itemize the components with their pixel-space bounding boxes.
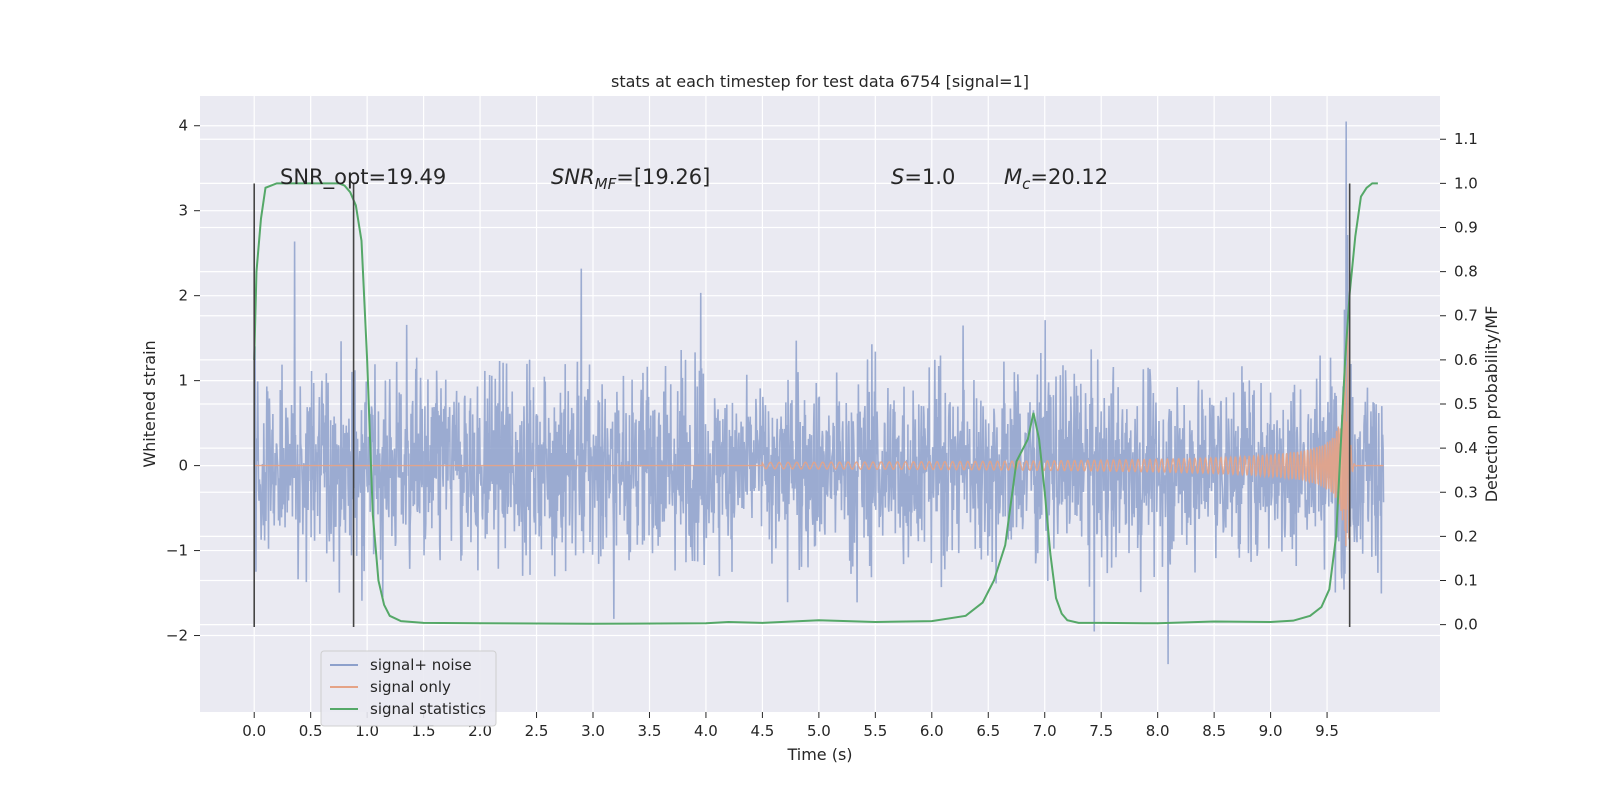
y2-tick-label: 0.1 [1454, 572, 1478, 590]
x-tick-label: 4.0 [694, 722, 718, 740]
x-tick-label: 9.5 [1315, 722, 1339, 740]
x-tick-label: 6.0 [920, 722, 944, 740]
signal-only-line [254, 322, 1384, 547]
x-tick-label: 0.5 [299, 722, 323, 740]
annotation-snr-mf: SNRMF=[19.26] [551, 165, 710, 193]
mc-label: M [1004, 165, 1022, 189]
y2-tick-label: 0.7 [1454, 307, 1478, 325]
y-tick-label: 0 [178, 457, 188, 475]
y2-tick-label: 0.4 [1454, 439, 1478, 457]
x-tick-label: 8.0 [1146, 722, 1170, 740]
snr-mf-label: SNR [551, 165, 595, 189]
y2-tick-label: 0.8 [1454, 263, 1478, 281]
x-tick-label: 3.5 [638, 722, 662, 740]
x-tick-label: 5.0 [807, 722, 831, 740]
legend-box [320, 650, 497, 727]
x-tick-label: 9.0 [1259, 722, 1283, 740]
x-tick-label: 2.5 [525, 722, 549, 740]
y2-tick-label: 1.1 [1454, 130, 1478, 148]
vertical-markers [253, 183, 1351, 628]
snr-mf-sub: MF [595, 175, 617, 193]
y2-tick-label: 0.0 [1454, 616, 1478, 634]
x-tick-label: 5.5 [863, 722, 887, 740]
series-signal-noise [253, 121, 1385, 665]
signal-noise-line [253, 121, 1385, 665]
y-tick-label: −2 [166, 627, 188, 645]
y2-tick-label: 0.9 [1454, 218, 1478, 236]
annotation-mc: Mc=20.12 [1004, 165, 1108, 193]
mc-value: =20.12 [1030, 165, 1108, 189]
signal-statistics-line [253, 182, 1378, 625]
legend-entry-signal-noise: signal+ noise [370, 656, 472, 674]
x-tick-label: 0.0 [242, 722, 266, 740]
x-axis-label: Time (s) [786, 745, 852, 764]
series-signal-statistics [253, 182, 1378, 625]
legend-entry-signal-statistics: signal statistics [370, 700, 486, 718]
y2-tick-label: 0.6 [1454, 351, 1478, 369]
y2-tick-label: 0.3 [1454, 483, 1478, 501]
y-axis-ticks: 4 3 2 1 0 −1 −2 [166, 117, 200, 645]
x-tick-label: 8.5 [1202, 722, 1226, 740]
legend-entry-signal-only: signal only [370, 678, 451, 696]
y2-axis-label: Detection probability/MF [1482, 306, 1501, 503]
y-tick-label: 1 [178, 372, 188, 390]
snr-mf-value: =[19.26] [616, 165, 710, 189]
s-value: =1.0 [904, 165, 955, 189]
annotation-snr-opt: SNR_opt=19.49 [280, 165, 446, 190]
y-axis-label: Whitened strain [140, 340, 159, 467]
x-tick-label: 6.5 [976, 722, 1000, 740]
legend: signal+ noise signal only signal statist… [320, 650, 497, 727]
x-tick-label: 3.0 [581, 722, 605, 740]
annotation-s: S=1.0 [891, 165, 955, 189]
y2-axis-ticks: 1.1 1.0 0.9 0.8 0.7 0.6 0.5 0.4 0.3 0.2 0.1 0.0 [1440, 130, 1478, 634]
y2-tick-label: 1.0 [1454, 174, 1478, 192]
y-tick-label: 3 [178, 202, 188, 220]
s-label: S [891, 165, 904, 189]
mc-sub: c [1022, 175, 1031, 193]
y2-tick-label: 0.2 [1454, 527, 1478, 545]
x-tick-label: 7.5 [1089, 722, 1113, 740]
x-tick-label: 4.5 [750, 722, 774, 740]
chart-title: stats at each timestep for test data 675… [611, 72, 1029, 91]
y2-tick-label: 0.5 [1454, 395, 1478, 413]
y-tick-label: 4 [178, 117, 188, 135]
x-tick-label: 7.0 [1033, 722, 1057, 740]
y-tick-label: −1 [166, 542, 188, 560]
series-signal-only [254, 322, 1384, 547]
y-tick-label: 2 [178, 287, 188, 305]
